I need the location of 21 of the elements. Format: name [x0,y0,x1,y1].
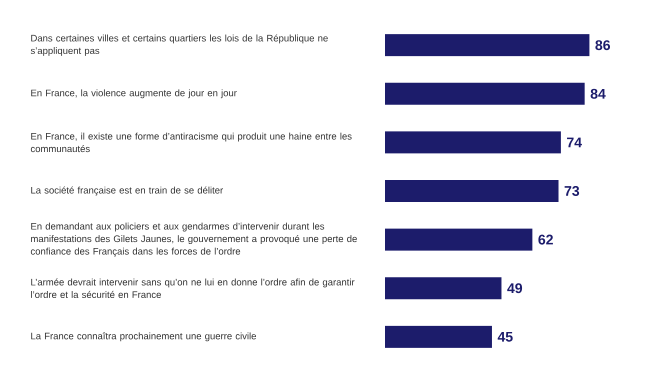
bar [385,131,561,154]
data-label: 86 [595,40,610,50]
data-label: 62 [538,234,553,245]
y-tick-label: L’armée devrait intervenir sans qu’on ne lui en donne l’ordre afin de garantir l’ordre et la sécurité en France [31,278,354,298]
bar [385,180,559,202]
data-label: 49 [507,283,522,294]
y-tick-label: En France, la violence augmente de jour en jour [31,89,237,98]
y-tick-label: Dans certaines villes et certains quartiers les lois de la République ne s’appliquent pas [30,34,328,56]
bar [385,82,585,105]
y-tick-label: En demandant aux policiers et aux gendarmes d’intervenir durant les manifestations des Gilets Jaunes, le gouvernement a provoqué une perte de confiance des Français dans les forces de l’ordre [30,222,357,257]
y-tick-label: La France connaîtra prochainement une guerre civile [31,332,256,342]
data-label: 45 [498,332,513,342]
y-tick-label: La société française est en train de se déliter [31,186,224,196]
data-label: 84 [590,88,606,99]
bar [385,277,502,300]
y-tick-label: En France, il existe une forme d’antiracisme qui produit une haine entre les communautés [30,132,352,152]
bar [385,228,532,251]
bar [385,326,492,348]
data-label: 74 [567,138,582,148]
bar [385,34,590,56]
data-label: 73 [564,186,580,196]
